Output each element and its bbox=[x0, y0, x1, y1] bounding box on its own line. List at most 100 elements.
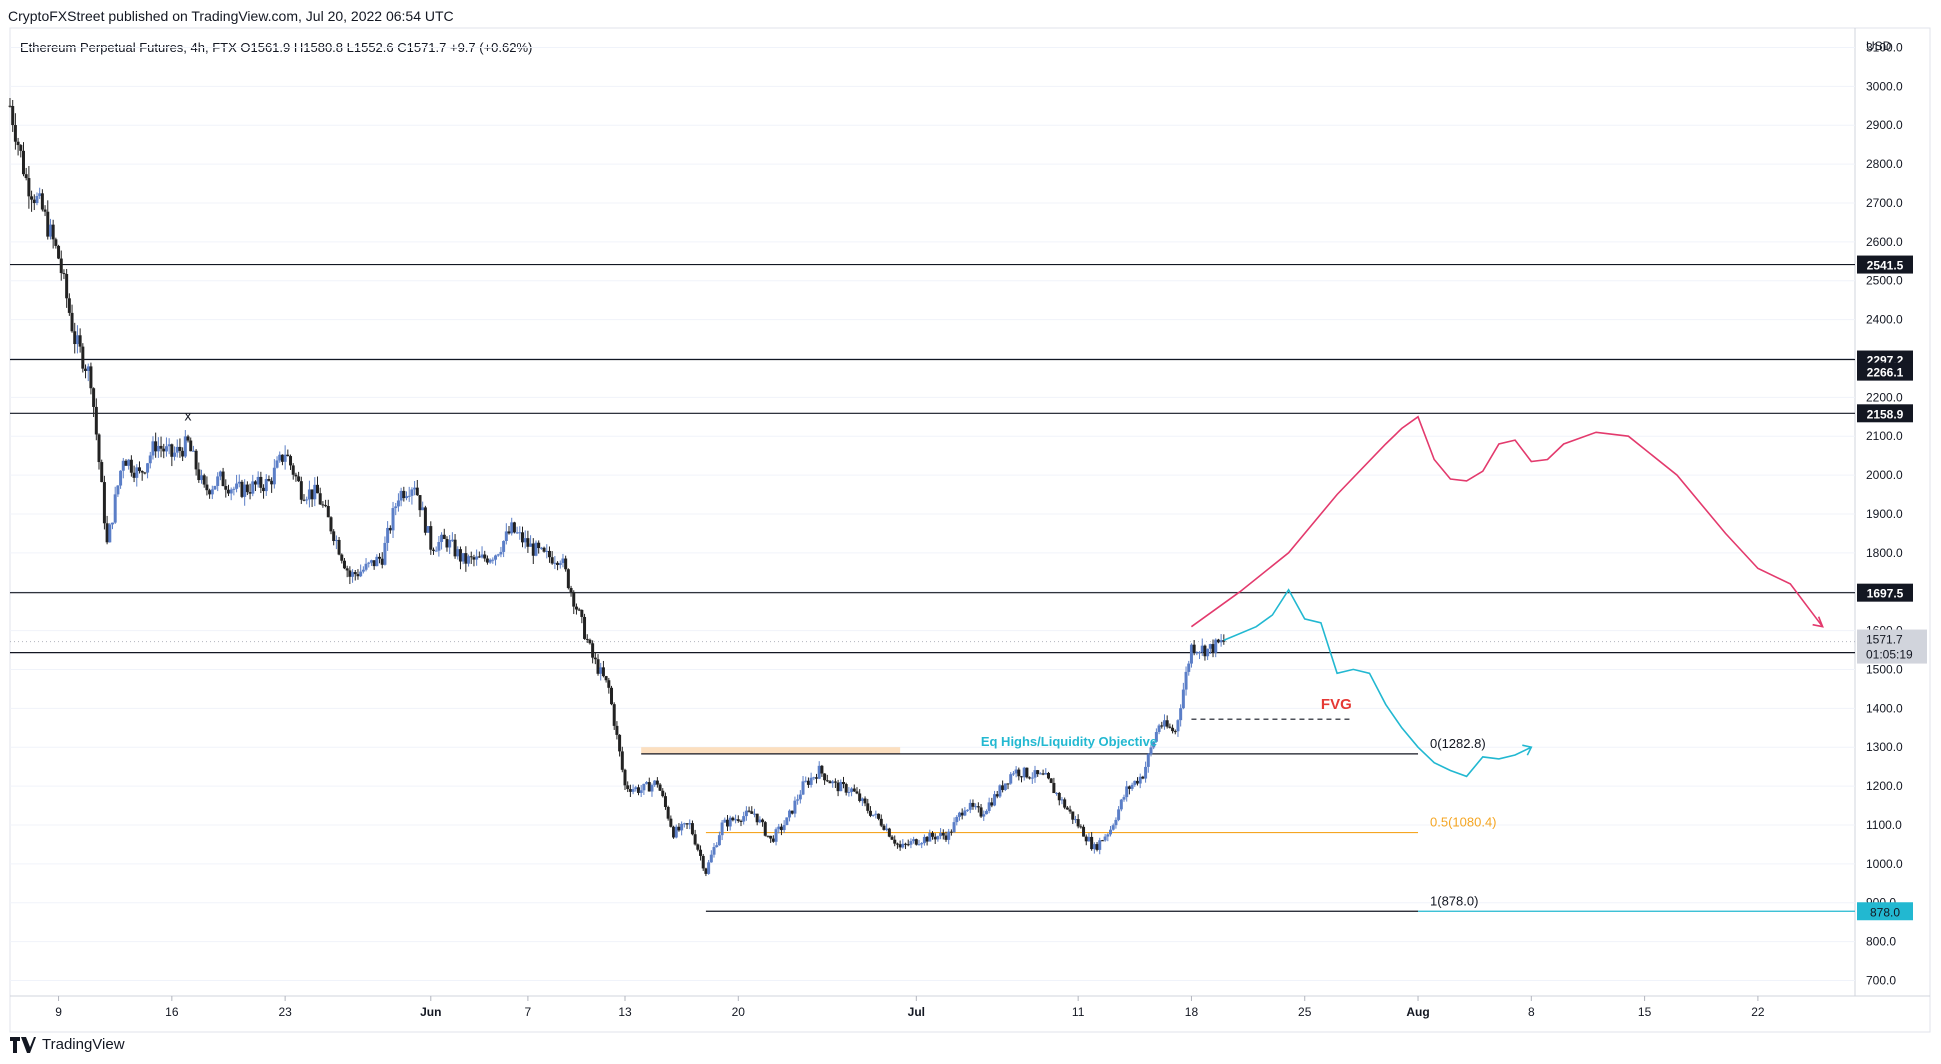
candle-body bbox=[294, 474, 298, 477]
candle-body bbox=[464, 553, 468, 564]
candle-body bbox=[494, 555, 498, 560]
candle-body bbox=[46, 211, 50, 237]
candle-body bbox=[483, 554, 487, 559]
candle-body bbox=[577, 609, 581, 611]
time-tick-label: 25 bbox=[1298, 1005, 1312, 1019]
candle-body bbox=[1141, 776, 1145, 779]
candle-body bbox=[947, 831, 951, 840]
price-tick-label: 2400.0 bbox=[1866, 313, 1903, 327]
candle-body bbox=[960, 812, 964, 816]
candle-body bbox=[701, 855, 705, 869]
candle-body bbox=[146, 463, 150, 473]
candle-body bbox=[94, 406, 98, 435]
candle-body bbox=[224, 486, 228, 490]
candle-body bbox=[984, 810, 988, 815]
candle-body bbox=[375, 556, 379, 567]
candle-body bbox=[67, 298, 71, 313]
candle-body bbox=[442, 534, 446, 539]
candle-body bbox=[963, 810, 967, 816]
candle-body bbox=[434, 550, 438, 552]
candle-body bbox=[1052, 782, 1056, 794]
candle-body bbox=[461, 553, 465, 562]
candle-body bbox=[332, 531, 336, 542]
candle-body bbox=[337, 539, 341, 555]
candle-body bbox=[208, 490, 212, 495]
candle-body bbox=[426, 526, 430, 533]
candle-body bbox=[631, 789, 635, 792]
candle-body bbox=[1154, 732, 1158, 742]
candle-body bbox=[1219, 640, 1223, 643]
candle-body bbox=[289, 456, 293, 466]
candle-body bbox=[431, 549, 435, 551]
candle-body bbox=[491, 559, 495, 561]
candle-body bbox=[941, 832, 945, 836]
candle-body bbox=[302, 499, 306, 501]
candle-body bbox=[547, 550, 551, 558]
candle-body bbox=[391, 508, 395, 531]
candle-body bbox=[636, 787, 640, 793]
price-tick-label: 1400.0 bbox=[1866, 701, 1903, 715]
candle-body bbox=[998, 785, 1002, 797]
candle-body bbox=[852, 788, 856, 792]
candle-body bbox=[658, 784, 662, 791]
level-price-tag bbox=[1857, 583, 1913, 602]
candle-body bbox=[744, 810, 748, 817]
candle-body bbox=[35, 196, 39, 204]
candle-body bbox=[642, 783, 646, 791]
candle-body bbox=[1206, 648, 1210, 657]
candle-body bbox=[1176, 720, 1180, 732]
price-tick-label: 2600.0 bbox=[1866, 235, 1903, 249]
candle-body bbox=[51, 224, 55, 240]
candle-body bbox=[291, 465, 295, 475]
bar-countdown-label: 01:05:19 bbox=[1866, 648, 1913, 662]
candle-body bbox=[502, 540, 506, 552]
candle-body bbox=[1095, 844, 1099, 850]
candle-body bbox=[1098, 840, 1102, 850]
time-tick-label: 22 bbox=[1751, 1005, 1765, 1019]
candle-body bbox=[97, 434, 101, 463]
candle-body bbox=[173, 452, 177, 457]
candle-body bbox=[690, 823, 694, 835]
candle-body bbox=[634, 787, 638, 790]
candle-body bbox=[178, 446, 182, 451]
candle-body bbox=[194, 450, 198, 470]
candle-body bbox=[952, 822, 956, 833]
candle-body bbox=[472, 557, 476, 560]
candle-body bbox=[966, 809, 970, 811]
candle-body bbox=[342, 560, 346, 569]
candle-body bbox=[925, 836, 929, 842]
time-tick-label: 15 bbox=[1638, 1005, 1652, 1019]
candle-body bbox=[361, 569, 365, 572]
candle-body bbox=[529, 543, 533, 547]
candle-body bbox=[137, 467, 141, 472]
candle-body bbox=[253, 481, 257, 485]
candle-body bbox=[148, 455, 152, 464]
cyan-price-label: 878.0 bbox=[1870, 905, 1900, 919]
time-tick-label: 11 bbox=[1072, 1005, 1085, 1019]
candle-body bbox=[270, 480, 274, 485]
candle-body bbox=[1001, 785, 1005, 790]
candle-body bbox=[213, 485, 217, 490]
candle-body bbox=[305, 499, 309, 501]
candle-body bbox=[774, 829, 778, 842]
candle-body bbox=[939, 832, 943, 837]
candle-body bbox=[259, 476, 263, 488]
candle-body bbox=[693, 834, 697, 845]
candle-body bbox=[895, 843, 899, 845]
candle-body bbox=[841, 781, 845, 785]
candle-body bbox=[868, 810, 872, 816]
price-tick-label: 700.0 bbox=[1866, 973, 1896, 987]
candle-body bbox=[1189, 644, 1193, 664]
candle-body bbox=[955, 816, 959, 823]
candle-body bbox=[1144, 766, 1148, 779]
candle-body bbox=[410, 489, 414, 496]
candle-body bbox=[1082, 826, 1086, 837]
candle-body bbox=[348, 570, 352, 577]
candle-body bbox=[736, 819, 740, 821]
candle-body bbox=[771, 838, 775, 842]
candle-body bbox=[704, 868, 708, 874]
candle-body bbox=[817, 765, 821, 779]
candle-body bbox=[440, 534, 444, 543]
candle-body bbox=[515, 532, 519, 534]
